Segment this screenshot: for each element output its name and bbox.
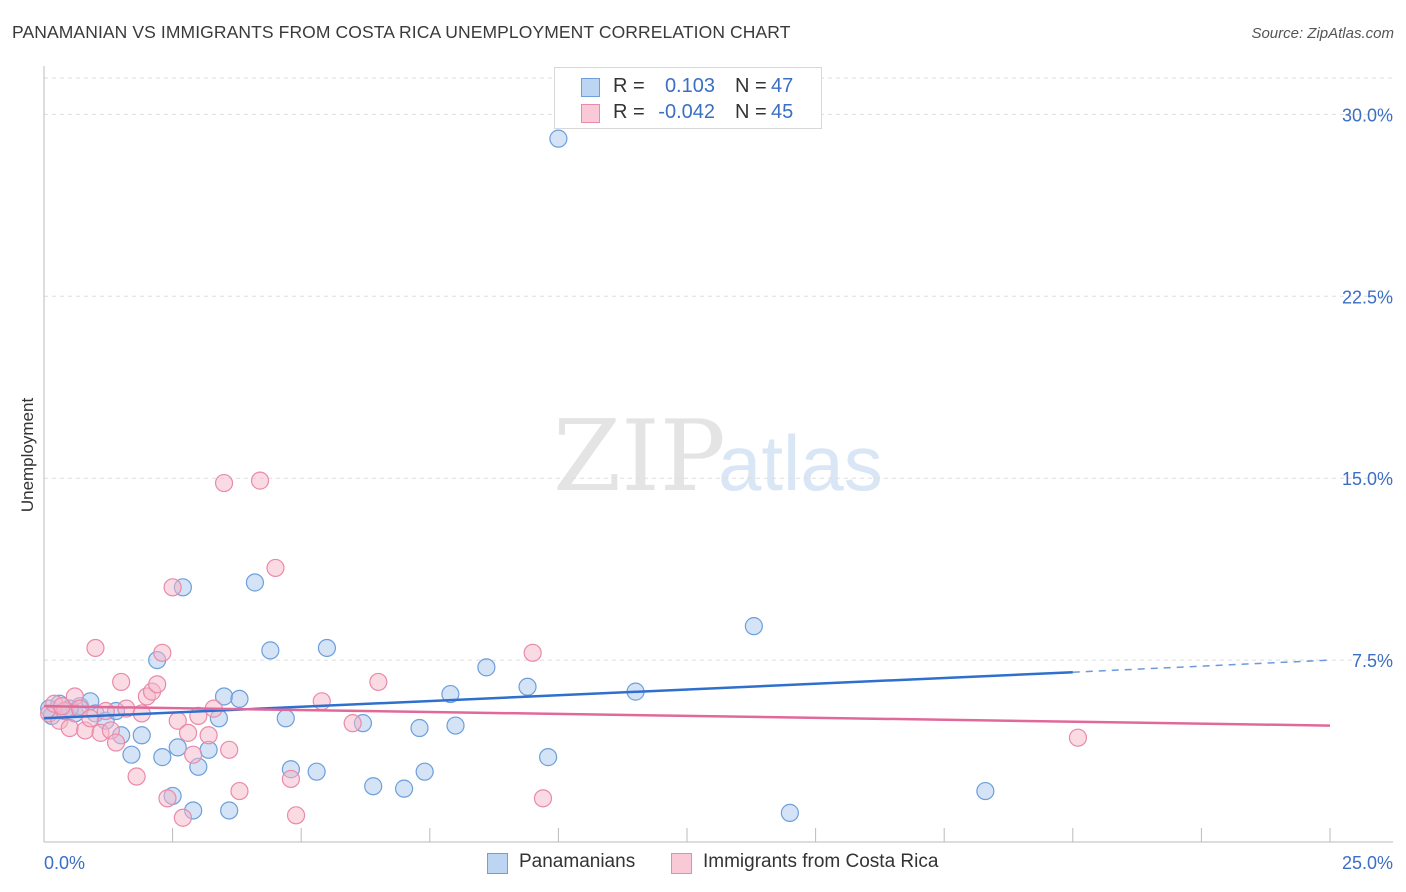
- costa-rica-point: [533, 789, 553, 808]
- series-legend: Panamanians Immigrants from Costa Rica: [0, 851, 1406, 877]
- panamanian-point: [245, 573, 265, 592]
- legend-r-label: R =: [613, 75, 645, 97]
- chart-title: PANAMANIAN VS IMMIGRANTS FROM COSTA RICA…: [12, 22, 791, 42]
- costa-rica-point: [286, 806, 306, 825]
- panamanian-point: [410, 718, 429, 738]
- legend-n-value: 47: [771, 75, 794, 97]
- costa-rica-point: [266, 558, 285, 578]
- costa-rica-point: [158, 789, 177, 808]
- legend-n-label: N =: [735, 101, 767, 123]
- costa-rica-point: [230, 781, 249, 801]
- panamanian-point: [317, 638, 337, 658]
- legend-r-label: R =: [613, 101, 645, 123]
- panamanian-point: [446, 716, 465, 735]
- grid-lines: [44, 77, 1393, 661]
- panamanian-point: [394, 779, 414, 798]
- watermark-atlas: atlas: [718, 419, 883, 507]
- legend-swatch-pink: [671, 853, 692, 874]
- panamanian-point: [122, 745, 141, 764]
- legend-row-panamanians: R = 0.103 N = 47: [555, 75, 821, 101]
- costa-rica-point: [184, 745, 203, 764]
- costa-rica-point: [173, 808, 192, 827]
- panamanian-point: [364, 777, 383, 796]
- costa-rica-point: [281, 769, 301, 789]
- legend-label: Panamanians: [519, 851, 636, 872]
- legend-r-value: 0.103: [664, 75, 715, 97]
- panamanian-point: [518, 677, 537, 696]
- panamanian-point: [539, 748, 558, 767]
- legend-label: Immigrants from Costa Rica: [703, 851, 939, 872]
- legend-n-value: 45: [771, 101, 794, 123]
- x-tick-label: 25.0%: [1342, 853, 1393, 873]
- costa-rica-point: [81, 709, 100, 728]
- y-tick-label: 30.0%: [1342, 105, 1393, 125]
- panamanian-trend-line: [43, 670, 1073, 720]
- y-axis-label: Unemployment: [18, 397, 37, 513]
- watermark-zip: ZIP: [553, 400, 726, 514]
- panamanian-point: [477, 658, 496, 677]
- data-points: [40, 129, 1088, 827]
- axes: [43, 66, 1393, 843]
- costa-rica-point: [1068, 728, 1088, 747]
- costa-rica-point: [250, 471, 270, 490]
- panamanian-point: [780, 803, 799, 822]
- costa-rica-point: [220, 740, 239, 759]
- costa-rica-point: [60, 718, 79, 738]
- x-tick-label: 0.0%: [44, 853, 85, 873]
- panamanian-point: [307, 762, 326, 781]
- costa-rica-trend-line: [43, 704, 1331, 727]
- panamanian-point: [415, 762, 434, 781]
- correlation-legend: R = 0.103 N = 47 R = -0.042 N = 45: [554, 67, 822, 129]
- legend-swatch-pink: [581, 104, 600, 123]
- costa-rica-point: [112, 672, 131, 692]
- costa-rica-point: [178, 723, 198, 742]
- legend-n-label: N =: [735, 75, 767, 97]
- panamanian-point: [132, 726, 151, 745]
- costa-rica-point: [106, 733, 126, 752]
- y-tick-label: 7.5%: [1352, 651, 1393, 671]
- panamanian-point: [276, 709, 295, 728]
- panamanian-point: [976, 781, 995, 801]
- costa-rica-point: [163, 578, 182, 597]
- costa-rica-point: [153, 643, 172, 662]
- legend-swatch-blue: [581, 78, 600, 97]
- trend-lines: [43, 659, 1331, 727]
- tick-labels: 7.5% 15.0% 22.5% 30.0% 0.0% 25.0%: [44, 105, 1393, 873]
- costa-rica-point: [86, 638, 105, 658]
- panamanian-point: [168, 738, 187, 757]
- costa-rica-point: [199, 726, 218, 745]
- costa-rica-point: [214, 473, 234, 493]
- costa-rica-point: [127, 767, 146, 786]
- costa-rica-point: [369, 672, 388, 692]
- panamanian-point: [261, 641, 280, 660]
- panamanian-point: [441, 684, 460, 704]
- panamanian-point: [549, 129, 568, 148]
- chart-source: Source: ZipAtlas.com: [1251, 25, 1394, 42]
- costa-rica-point: [523, 643, 542, 662]
- panamanian-point: [153, 748, 172, 767]
- panamanian-point: [220, 801, 239, 820]
- panamanian-point: [230, 689, 249, 709]
- panamanian-point: [744, 617, 763, 636]
- y-tick-label: 15.0%: [1342, 469, 1393, 489]
- costa-rica-point: [343, 714, 362, 733]
- legend-row-costa-rica: R = -0.042 N = 45: [555, 101, 821, 127]
- costa-rica-point: [148, 675, 167, 694]
- legend-r-value: -0.042: [658, 101, 715, 123]
- legend-swatch-blue: [487, 853, 508, 874]
- panamanian-trend-extension: [1072, 659, 1331, 673]
- y-tick-label: 22.5%: [1342, 287, 1393, 307]
